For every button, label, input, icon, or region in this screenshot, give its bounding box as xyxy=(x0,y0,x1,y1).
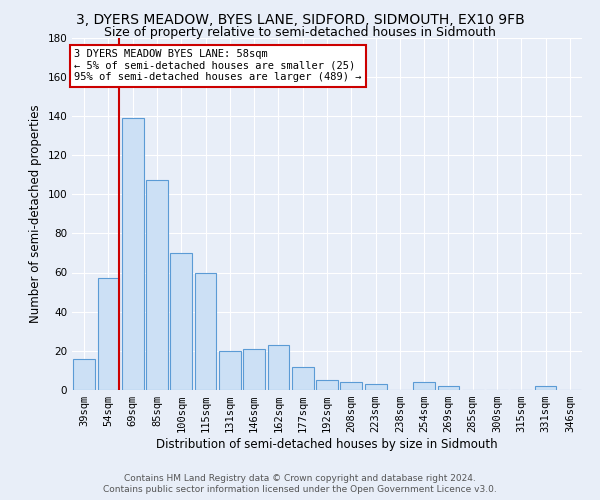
Text: 3 DYERS MEADOW BYES LANE: 58sqm
← 5% of semi-detached houses are smaller (25)
95: 3 DYERS MEADOW BYES LANE: 58sqm ← 5% of … xyxy=(74,50,362,82)
Text: Contains HM Land Registry data © Crown copyright and database right 2024.
Contai: Contains HM Land Registry data © Crown c… xyxy=(103,474,497,494)
Bar xyxy=(316,380,338,390)
Bar xyxy=(437,386,460,390)
Bar xyxy=(122,118,143,390)
Text: Size of property relative to semi-detached houses in Sidmouth: Size of property relative to semi-detach… xyxy=(104,26,496,39)
Bar xyxy=(292,366,314,390)
Bar xyxy=(97,278,119,390)
Y-axis label: Number of semi-detached properties: Number of semi-detached properties xyxy=(29,104,42,323)
X-axis label: Distribution of semi-detached houses by size in Sidmouth: Distribution of semi-detached houses by … xyxy=(156,438,498,451)
Bar xyxy=(268,345,289,390)
Bar xyxy=(535,386,556,390)
Bar xyxy=(340,382,362,390)
Bar xyxy=(146,180,168,390)
Bar xyxy=(73,358,95,390)
Text: 3, DYERS MEADOW, BYES LANE, SIDFORD, SIDMOUTH, EX10 9FB: 3, DYERS MEADOW, BYES LANE, SIDFORD, SID… xyxy=(76,12,524,26)
Bar xyxy=(194,272,217,390)
Bar xyxy=(365,384,386,390)
Bar xyxy=(413,382,435,390)
Bar xyxy=(170,253,192,390)
Bar xyxy=(219,351,241,390)
Bar xyxy=(243,349,265,390)
